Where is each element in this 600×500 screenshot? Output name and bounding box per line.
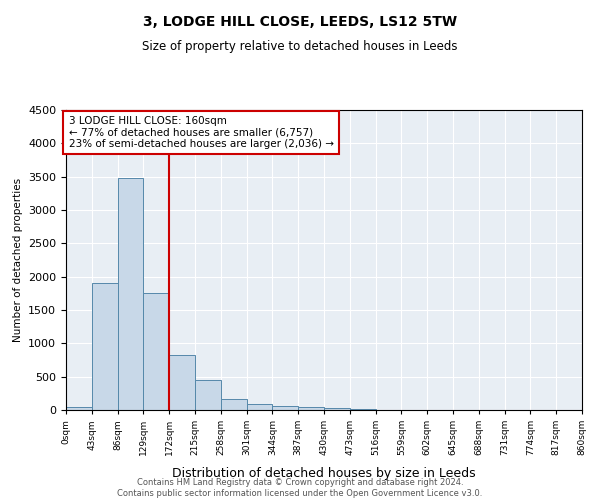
Bar [272, 406, 298, 410]
Text: 3, LODGE HILL CLOSE, LEEDS, LS12 5TW: 3, LODGE HILL CLOSE, LEEDS, LS12 5TW [143, 15, 457, 29]
Bar [143, 294, 169, 410]
Bar [298, 407, 324, 410]
Text: Size of property relative to detached houses in Leeds: Size of property relative to detached ho… [142, 40, 458, 53]
X-axis label: Distribution of detached houses by size in Leeds: Distribution of detached houses by size … [172, 466, 476, 479]
Text: 3 LODGE HILL CLOSE: 160sqm
← 77% of detached houses are smaller (6,757)
23% of s: 3 LODGE HILL CLOSE: 160sqm ← 77% of deta… [68, 116, 334, 149]
Y-axis label: Number of detached properties: Number of detached properties [13, 178, 23, 342]
Bar [169, 354, 195, 410]
Text: Contains HM Land Registry data © Crown copyright and database right 2024.
Contai: Contains HM Land Registry data © Crown c… [118, 478, 482, 498]
Bar [324, 408, 350, 410]
Bar [92, 284, 118, 410]
Bar [66, 408, 92, 410]
Bar [221, 400, 247, 410]
Bar [247, 404, 272, 410]
Bar [118, 178, 143, 410]
Bar [195, 380, 221, 410]
